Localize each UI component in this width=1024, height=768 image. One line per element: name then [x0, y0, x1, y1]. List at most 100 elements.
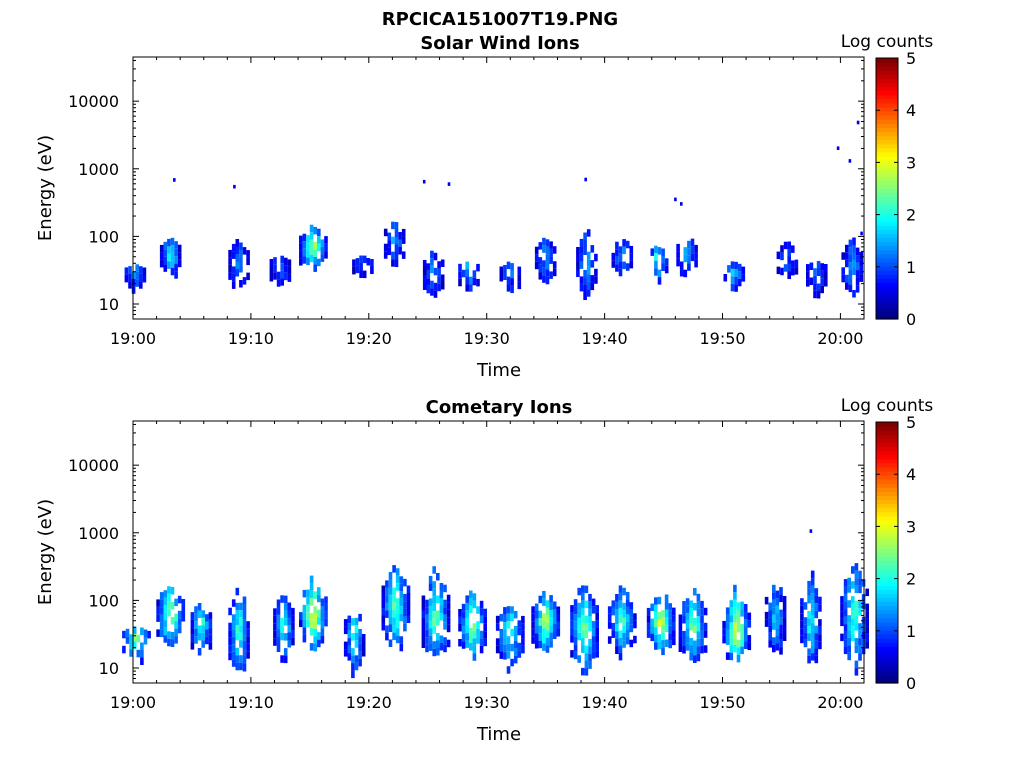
- heatmap-cell: [521, 615, 525, 624]
- heatmap-cell: [469, 635, 473, 643]
- x-tick-label: 19:20: [346, 329, 392, 348]
- x-axis-label: Time: [476, 360, 521, 381]
- colorbar-swatch: [876, 82, 898, 88]
- heatmap-cell: [458, 271, 462, 279]
- heatmap-cell: [591, 643, 596, 652]
- heatmap-cell: [131, 271, 136, 279]
- heatmap-cell: [242, 656, 247, 664]
- heatmap-cell: [625, 591, 630, 600]
- heatmap-cell: [430, 250, 434, 259]
- heatmap-cell: [545, 645, 550, 653]
- heatmap-cell: [517, 627, 522, 636]
- heatmap-cell: [607, 613, 612, 622]
- heatmap-cell: [843, 579, 848, 587]
- heatmap-cell: [343, 626, 348, 635]
- heatmap-cell: [841, 252, 845, 260]
- colorbar-tick-label: 1: [906, 258, 916, 277]
- heatmap-cell: [552, 631, 557, 639]
- heatmap-cell: [177, 618, 182, 626]
- heatmap-cell: [317, 632, 321, 640]
- heatmap-cell: [495, 645, 500, 654]
- heatmap-cell: [570, 627, 574, 636]
- heatmap-cell: [775, 590, 780, 599]
- heatmap-cell: [782, 626, 787, 634]
- heatmap-cell: [313, 256, 317, 265]
- heatmap-cell: [576, 269, 580, 277]
- heatmap-cell: [583, 285, 587, 293]
- heatmap-cell: [672, 637, 676, 646]
- heatmap-cell: [228, 607, 232, 616]
- heatmap-cell: [581, 637, 585, 646]
- heatmap-cell: [683, 247, 688, 255]
- heatmap-cell: [700, 645, 704, 654]
- heatmap-cell: [672, 622, 676, 631]
- burst: [122, 626, 151, 665]
- heatmap-cell: [140, 650, 144, 658]
- heatmap-cell: [545, 630, 550, 638]
- heatmap-cell: [552, 246, 557, 254]
- heatmap-cell: [854, 638, 859, 646]
- burst: [800, 570, 822, 664]
- heatmap-cell: [129, 634, 133, 642]
- heatmap-cell: [577, 587, 581, 596]
- heatmap-cell: [235, 587, 240, 596]
- heatmap-cell: [235, 239, 240, 247]
- heatmap-cells: [124, 120, 863, 300]
- heatmap-cell: [816, 261, 821, 269]
- x-tick-label: 19:10: [228, 329, 274, 348]
- heatmap-cell: [517, 642, 522, 651]
- heatmap-cell: [394, 244, 399, 252]
- heatmap-cell: [674, 197, 677, 202]
- heatmap-cell: [439, 613, 444, 621]
- heatmap-cell: [177, 625, 182, 634]
- heatmap-cell: [436, 633, 440, 641]
- colorbar-swatch: [876, 576, 898, 582]
- heatmap-cell: [167, 601, 171, 609]
- heatmap-cell: [156, 629, 160, 637]
- heatmap-cell: [538, 595, 543, 604]
- y-tick-label: 10000: [68, 92, 119, 111]
- heatmap-cell: [806, 279, 810, 287]
- heatmap-cell: [392, 602, 396, 611]
- heatmap-cell: [549, 625, 553, 633]
- heatmap-cell: [170, 632, 175, 640]
- heatmap-cell: [447, 182, 451, 186]
- heatmap-cell: [854, 660, 859, 669]
- heatmap-cell: [313, 613, 317, 622]
- heatmap-cell: [573, 599, 578, 607]
- colorbar-swatch: [876, 237, 898, 243]
- heatmap-cell: [469, 628, 473, 636]
- heatmap-cell: [733, 599, 737, 608]
- heatmap-cell: [302, 619, 307, 628]
- heatmap-cell: [354, 662, 359, 671]
- heatmap-cell: [291, 607, 295, 616]
- heatmap-cell: [779, 617, 783, 625]
- heatmap-cell: [531, 606, 535, 614]
- heatmap-cell: [800, 613, 804, 621]
- heatmap-cell: [545, 607, 550, 616]
- heatmap-cell: [472, 270, 477, 278]
- heatmap-cell: [472, 653, 477, 661]
- colorbar-swatch: [876, 74, 898, 79]
- colorbar-swatch: [876, 282, 898, 287]
- colorbar-swatch: [876, 245, 898, 251]
- heatmap-cell: [483, 616, 487, 624]
- colorbar-swatch: [876, 286, 898, 292]
- heatmap-cell: [622, 587, 626, 596]
- heatmap-cell: [231, 281, 236, 289]
- heatmap-cell: [432, 581, 436, 589]
- heatmap-cell: [479, 630, 484, 639]
- heatmap-cell: [231, 636, 236, 645]
- heatmap-cell: [446, 617, 451, 625]
- heatmap-cell: [513, 610, 518, 619]
- heatmap-cell: [439, 583, 444, 591]
- heatmap-cell: [625, 599, 630, 607]
- colorbar-swatch: [876, 564, 898, 570]
- heatmap-cell: [820, 270, 824, 279]
- heatmap-cell: [280, 625, 284, 633]
- heatmap-cell: [313, 226, 317, 235]
- colorbar-swatch: [876, 540, 898, 545]
- heatmap-cell: [573, 629, 578, 637]
- heatmap-cell: [570, 620, 574, 628]
- heatmap-cell: [787, 271, 791, 279]
